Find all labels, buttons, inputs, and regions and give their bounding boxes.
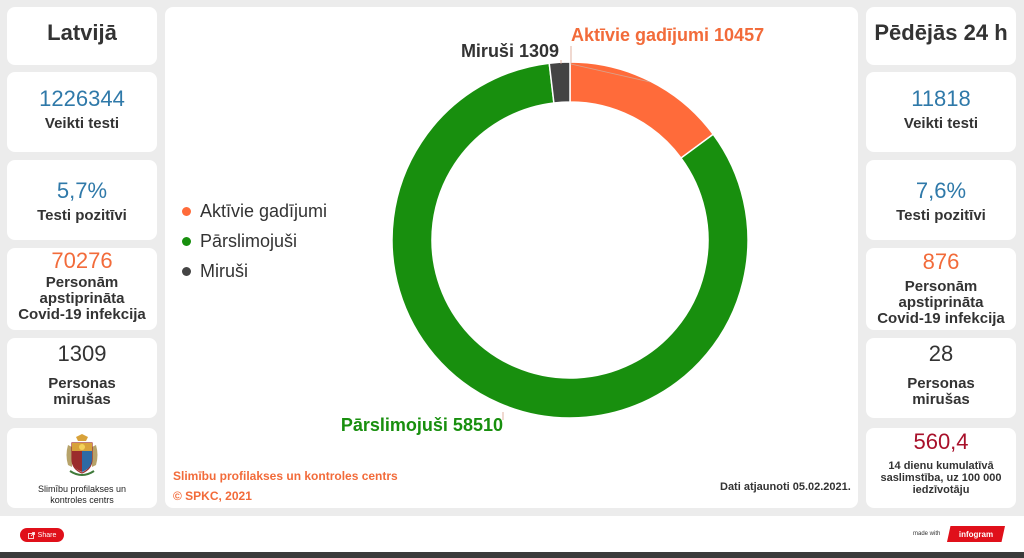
bottom-border <box>0 552 1024 558</box>
legend-label-deaths: Miruši <box>200 261 248 281</box>
share-icon <box>27 531 35 539</box>
right-tests-card: 11818 Veikti testi <box>866 72 1016 152</box>
left-deaths-value: 1309 <box>57 341 107 366</box>
left-positive-card: 5,7% Testi pozitīvi <box>7 160 157 240</box>
right-incidence-value: 560,4 <box>913 429 969 454</box>
legend-label-active: Aktīvie gadījumi <box>200 201 328 221</box>
left-tests-card: 1226344 Veikti testi <box>7 72 157 152</box>
left-deaths-label-1: Personas <box>48 375 116 392</box>
source-text: Slimību profilakses un kontroles centrs <box>173 469 398 483</box>
left-positive-value: 5,7% <box>56 178 108 203</box>
donut-segment-deaths[interactable] <box>548 61 571 104</box>
right-tests-label: Veikti testi <box>903 115 979 132</box>
legend-dot-deaths <box>182 267 191 276</box>
right-tests-value: 11818 <box>911 86 971 111</box>
data-label-deaths: Miruši 1309 <box>461 41 559 61</box>
data-label-active: Aktīvie gadījumi 10457 <box>571 25 764 45</box>
right-deaths-label-2: mirušas <box>912 391 970 408</box>
data-label-active-leader <box>570 46 651 83</box>
right-incidence-label-3: iedzīvotāju <box>912 484 970 496</box>
legend-item-deaths[interactable]: Miruši <box>182 261 248 282</box>
left-confirmed-value: 70276 <box>51 248 113 273</box>
left-header-title: Latvijā <box>47 20 117 45</box>
right-incidence-label-1: 14 dienu kumulatīvā <box>888 460 994 472</box>
left-confirmed-label-2: apstiprināta <box>39 290 125 307</box>
right-positive-card: 7,6% Testi pozitīvi <box>866 160 1016 240</box>
right-deaths-value: 28 <box>928 341 954 366</box>
right-confirmed-value: 876 <box>922 249 960 274</box>
donut-chart: Aktīvie gadījumi 10457 Pārslimojuši 58510… <box>341 25 764 435</box>
infogram-brand-label: infogram <box>958 529 994 539</box>
donut-segment-recovered[interactable] <box>391 62 749 419</box>
logo-text-2: kontroles centrs <box>50 495 114 505</box>
copyright-text: © SPKC, 2021 <box>173 489 252 503</box>
left-deaths-card: 1309 Personas mirušas <box>7 338 157 418</box>
legend-item-active[interactable]: Aktīvie gadījumi <box>182 201 327 222</box>
right-deaths-card: 28 Personas mirušas <box>866 338 1016 418</box>
donut-segment-active[interactable] <box>569 61 715 160</box>
right-confirmed-card: 876 Personām apstiprināta Covid-19 infek… <box>866 248 1016 330</box>
data-label-recovered: Pārslimojuši 58510 <box>341 415 503 435</box>
share-label: Share <box>37 531 57 539</box>
logo-text-1: Slimību profilakses un <box>37 484 127 494</box>
right-confirmed-label-3: Covid-19 infekcija <box>877 310 1005 327</box>
left-tests-value: 1226344 <box>39 86 125 111</box>
left-confirmed-label-1: Personām <box>45 274 119 291</box>
right-header-title: Pēdējās 24 h <box>874 20 1008 45</box>
legend-dot-recovered <box>182 237 191 246</box>
legend-dot-active <box>182 207 191 216</box>
legend-label-recovered: Pārslimojuši <box>200 231 298 251</box>
right-confirmed-label-1: Personām <box>904 278 978 295</box>
left-header-card: Latvijā <box>7 7 157 65</box>
left-logo-card: Slimību profilakses un kontroles centrs <box>7 428 157 508</box>
right-header-card: Pēdējās 24 h <box>866 7 1016 65</box>
right-positive-value: 7,6% <box>915 178 967 203</box>
spkc-coat-of-arms-logo <box>66 434 98 476</box>
updated-text: Dati atjaunoti 05.02.2021. <box>720 481 851 493</box>
share-button[interactable]: Share <box>20 528 64 542</box>
footer-bar <box>0 516 1024 552</box>
left-confirmed-label-3: Covid-19 infekcija <box>18 306 146 323</box>
right-positive-label: Testi pozitīvi <box>896 207 986 224</box>
right-incidence-label-2: saslimstība, uz 100 000 <box>880 472 1002 484</box>
infogram-badge[interactable]: infogram <box>947 526 1005 542</box>
right-incidence-card: 560,4 14 dienu kumulatīvā saslimstība, u… <box>866 428 1016 508</box>
left-deaths-label-2: mirušas <box>53 391 111 408</box>
left-positive-label: Testi pozitīvi <box>37 207 127 224</box>
left-tests-label: Veikti testi <box>44 115 120 132</box>
right-confirmed-label-2: apstiprināta <box>898 294 984 311</box>
made-with-text: made with <box>913 531 941 537</box>
left-confirmed-card: 70276 Personām apstiprināta Covid-19 inf… <box>7 248 157 330</box>
legend-item-recovered[interactable]: Pārslimojuši <box>182 231 297 252</box>
right-deaths-label-1: Personas <box>907 375 975 392</box>
